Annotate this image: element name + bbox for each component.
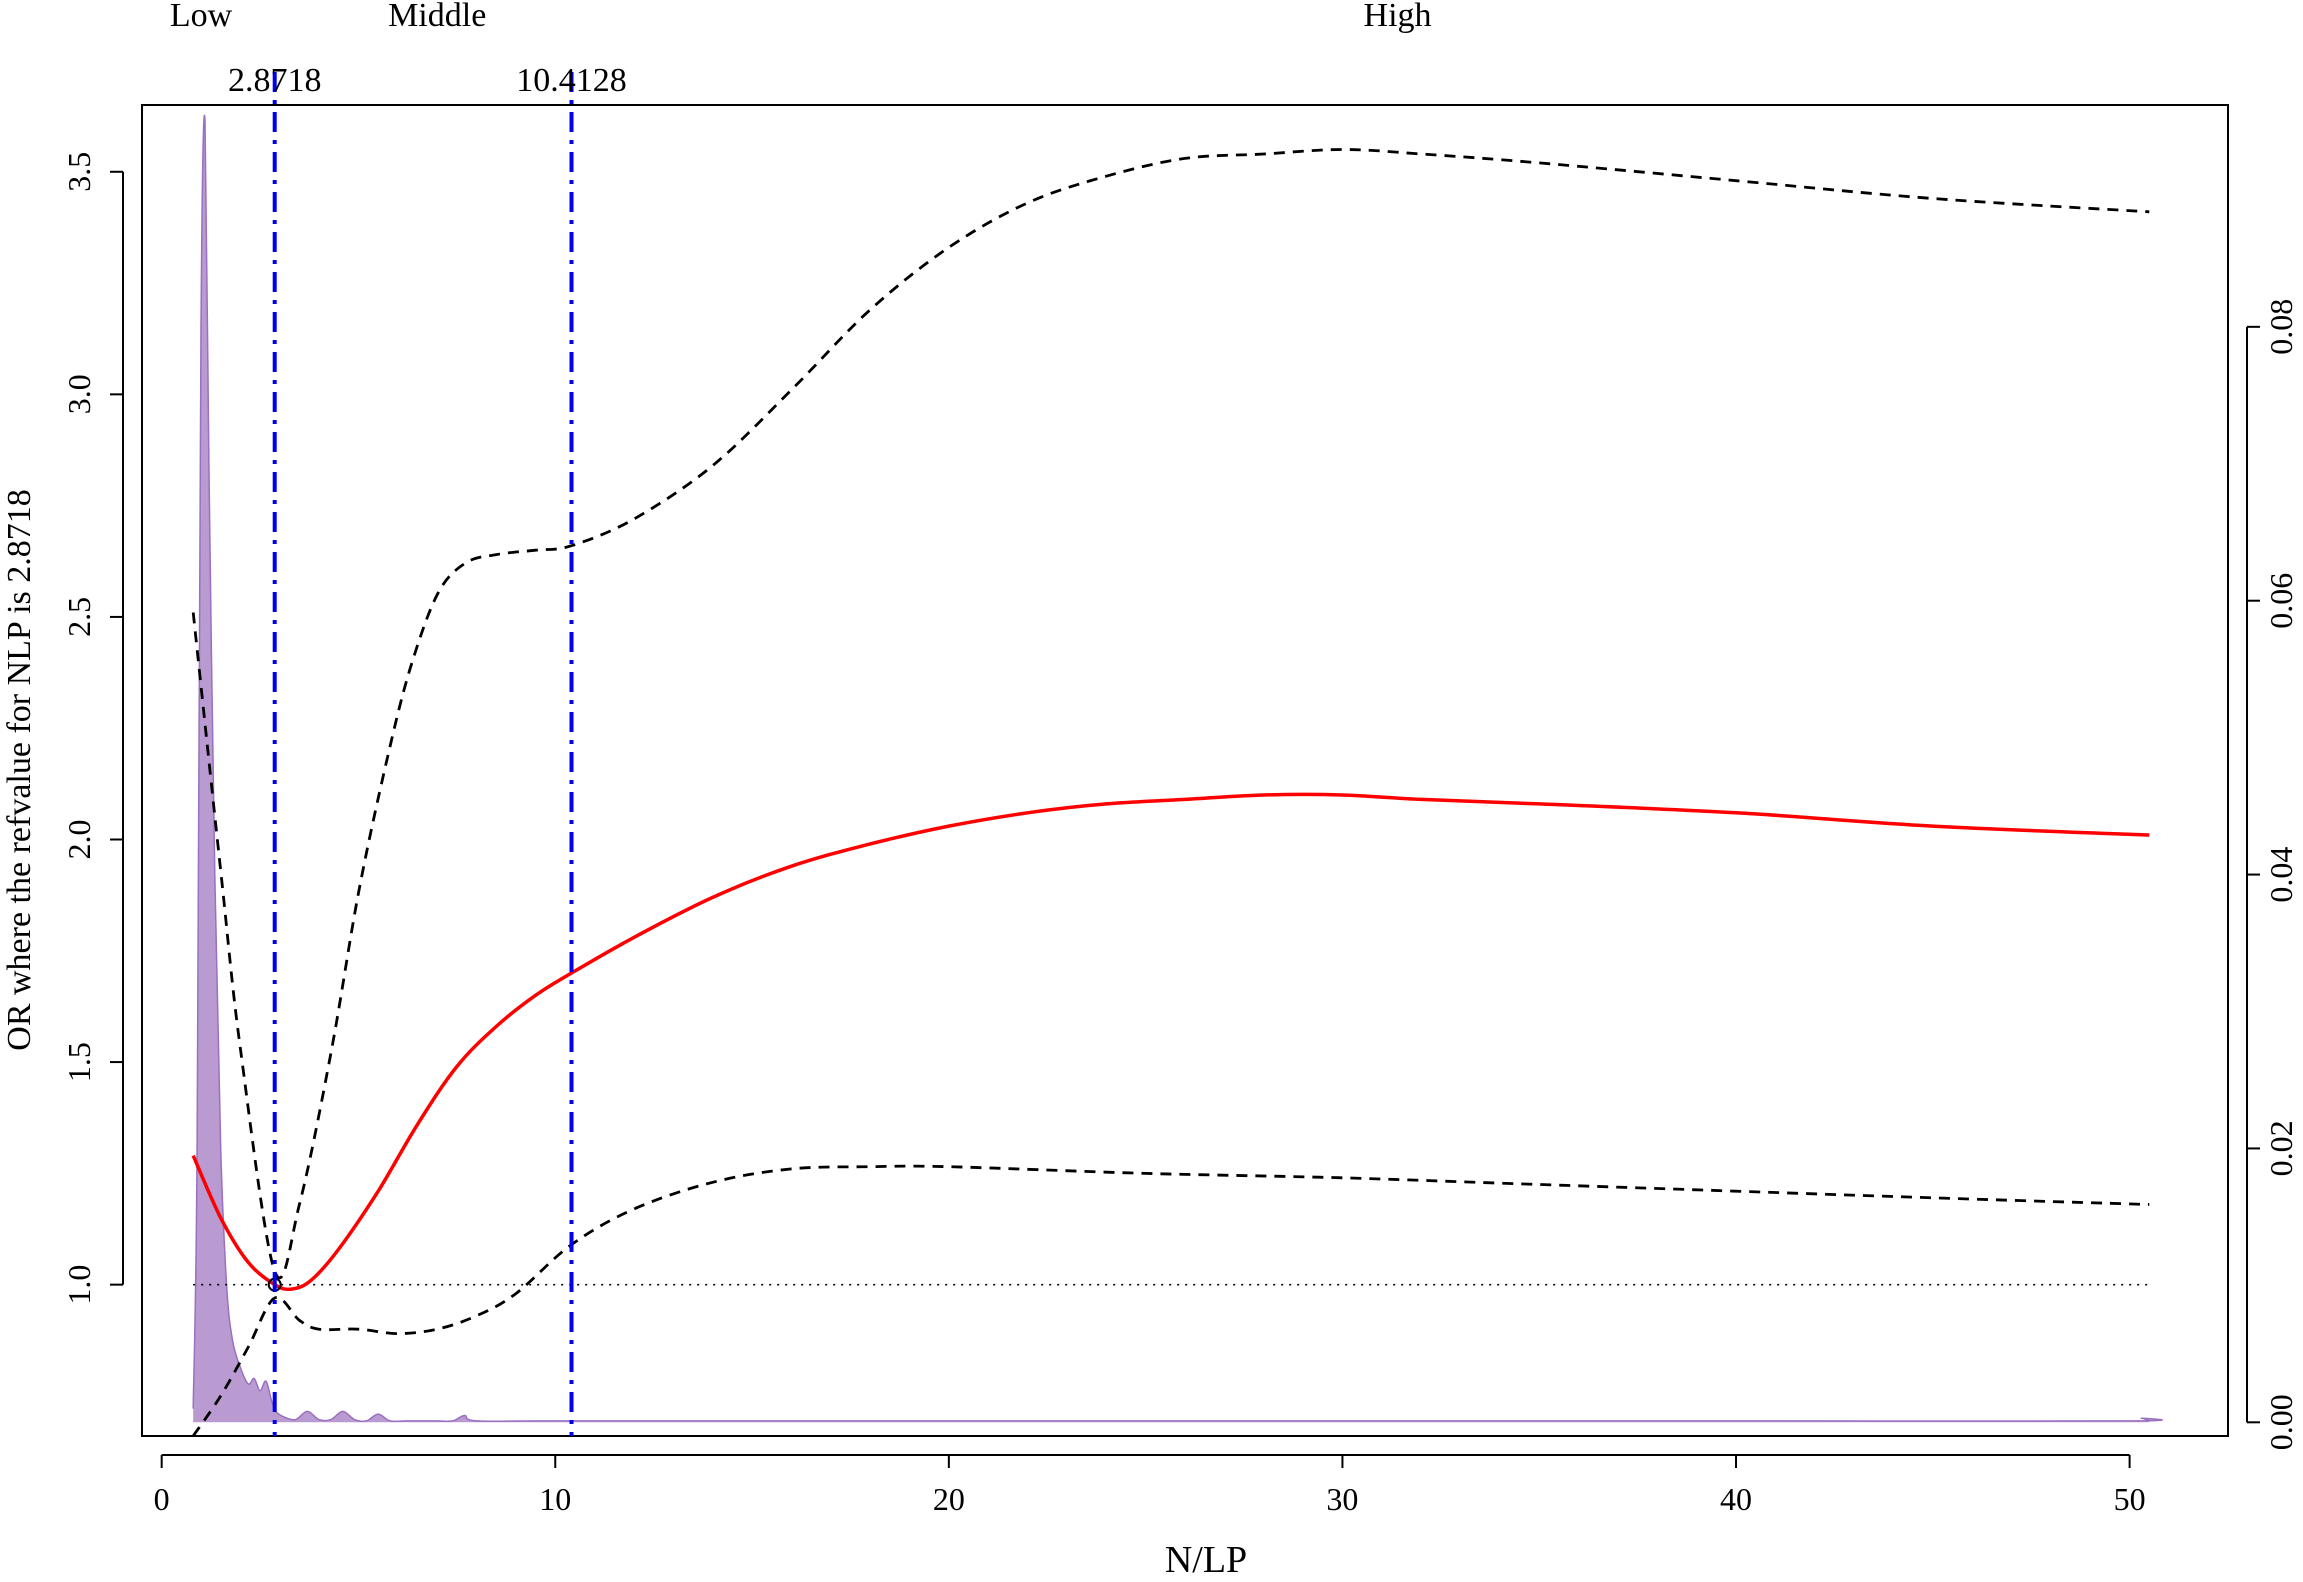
group-label-high: High (1364, 0, 1432, 34)
density-outline (192, 114, 2163, 1423)
x-tick-label: 0 (154, 1481, 170, 1517)
x-tick-label: 30 (1326, 1481, 1358, 1517)
group-label-low: Low (170, 0, 233, 34)
group-label-middle: Middle (388, 0, 486, 34)
x-tick-label: 50 (2114, 1481, 2146, 1517)
cutoff-label-1: 2.8718 (228, 62, 322, 99)
x-tick-label: 20 (933, 1481, 965, 1517)
or-curve (191, 792, 2150, 1292)
density-area (193, 115, 2163, 1423)
x-axis-title: N/LP (1165, 1539, 1247, 1581)
y-tick-label: 3.5 (61, 152, 97, 192)
cutoff-label-2: 10.4128 (516, 62, 627, 99)
plot-frame (141, 104, 2229, 1437)
y-tick-label: 1.5 (61, 1042, 97, 1082)
y2-tick-label: 0.06 (2263, 573, 2299, 629)
y-tick-label: 3.0 (61, 374, 97, 414)
y2-tick-label: 0.00 (2263, 1394, 2299, 1450)
y2-tick-label: 0.04 (2263, 847, 2299, 903)
ci-lower-curve (192, 1164, 2150, 1437)
y-tick-label: 2.0 (61, 820, 97, 860)
y2-tick-label: 0.02 (2263, 1120, 2299, 1176)
ci-upper-curve (191, 148, 2150, 1280)
y-tick-label: 2.5 (61, 597, 97, 637)
y2-tick-label: 0.08 (2263, 299, 2299, 355)
y-tick-label: 1.0 (61, 1265, 97, 1305)
y-axis-title: OR where the refvalue for NLP is 2.8718 (1, 489, 38, 1050)
x-tick-label: 10 (539, 1481, 571, 1517)
x-tick-label: 40 (1720, 1481, 1752, 1517)
